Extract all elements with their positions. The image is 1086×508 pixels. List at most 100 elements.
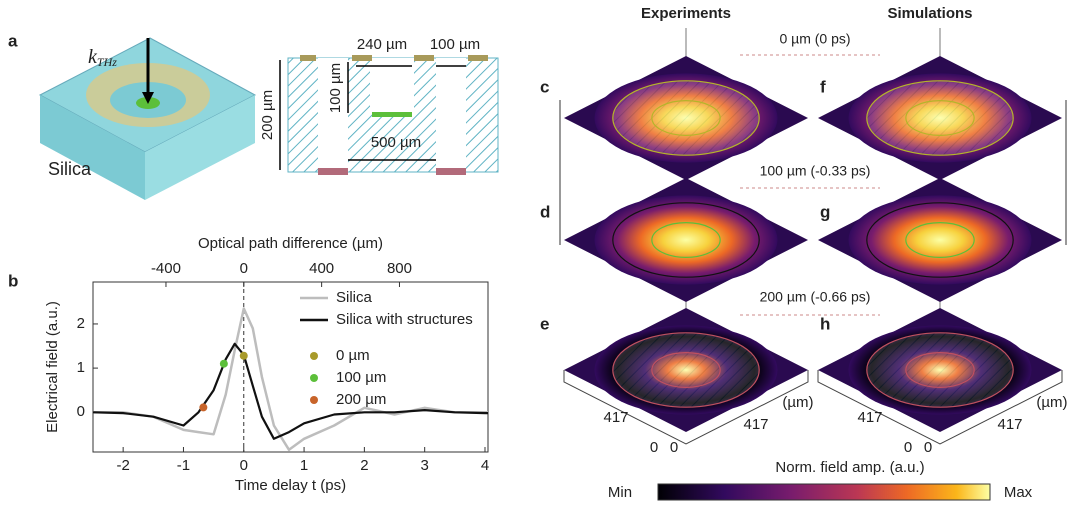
axis-tick: 417 [603, 409, 628, 426]
panel-label: g [820, 202, 830, 221]
pad [468, 55, 488, 61]
k-symbol: k [88, 46, 98, 68]
y-tick-label: 1 [77, 359, 85, 376]
x-axis-label: Time delay t (ps) [235, 477, 346, 494]
dimension-label: 500 µm [371, 134, 421, 151]
structure-outline [866, 332, 1014, 408]
colorbar-max: Max [1004, 484, 1033, 501]
marker-point [239, 351, 248, 360]
pad [414, 55, 434, 61]
panel-label: h [820, 314, 830, 333]
block-side [40, 95, 145, 200]
axis-tick: 0 [924, 439, 932, 456]
k-arrowhead [142, 92, 154, 104]
marker-point [199, 403, 208, 412]
legend-marker [310, 374, 318, 382]
column-title: Simulations [887, 5, 972, 22]
colorbar-title: Norm. field amp. (a.u.) [775, 459, 924, 476]
panel-label: a [8, 31, 18, 50]
x-tick-label: 4 [481, 457, 489, 474]
axis-tick: 0 [904, 439, 912, 456]
structure-outline [866, 80, 1014, 156]
x-tick-label: 3 [421, 457, 429, 474]
axis-frame [563, 370, 809, 445]
pad [372, 112, 412, 117]
schematic: kTHz Silica 240 µm 100 µm 100 µm 200 µm … [38, 36, 499, 200]
y-axis-label: Electrical field (a.u.) [44, 301, 61, 433]
plane-label: 100 µm (-0.33 ps) [760, 163, 871, 179]
structure-outline [866, 202, 1014, 278]
y-tick-label: 2 [77, 315, 85, 332]
series-line [92, 342, 488, 440]
structure-outline [905, 222, 975, 258]
legend-label: 100 µm [336, 369, 386, 386]
legend-label: Silica with structures [336, 311, 473, 328]
legend-marker [310, 396, 318, 404]
field-pattern [848, 195, 1032, 285]
panel-label: b [8, 271, 18, 290]
x2-tick-label: 800 [387, 260, 412, 277]
colorbar-min: Min [608, 484, 632, 501]
column-title: Experiments [641, 5, 731, 22]
axis-tick: 0 [670, 439, 678, 456]
k-subscript: THz [97, 55, 117, 69]
y-tick-label: 0 [77, 403, 85, 420]
axis-tick: 417 [743, 416, 768, 433]
plane-label: 0 µm (0 ps) [779, 31, 850, 47]
marker-point [219, 359, 228, 368]
dimension-label: 100 µm [430, 36, 480, 53]
plane-label: 200 µm (-0.66 ps) [760, 289, 871, 305]
x2-tick-label: 0 [240, 260, 248, 277]
panel-label: f [820, 77, 826, 96]
line-chart: -2 -1 0 1 2 3 4 -400 0 400 800 0 1 2 Time delay t (ps)… [44, 235, 489, 494]
series-line [93, 307, 488, 452]
structure-outline [905, 100, 975, 136]
structure-outline [905, 352, 975, 388]
dimension-label: 100 µm [327, 63, 344, 113]
block-side [145, 95, 255, 200]
pad [318, 168, 348, 175]
plot-frame [92, 281, 489, 453]
k-label: kTHz [88, 46, 117, 69]
material-label: Silica [48, 159, 92, 179]
x-tick-label: 2 [360, 457, 368, 474]
axis-tick: 417 [857, 409, 882, 426]
trench [370, 58, 414, 113]
panel-label: d [540, 202, 550, 221]
panel-label: e [540, 314, 549, 333]
pad [436, 168, 466, 175]
legend-label: 200 µm [336, 391, 386, 408]
axis-tick: 417 [997, 416, 1022, 433]
x2-tick-label: -400 [151, 260, 181, 277]
structure-outline [612, 80, 760, 156]
x-tick-label: -2 [116, 457, 129, 474]
pad [300, 55, 316, 61]
axis-tick: 0 [650, 439, 658, 456]
structure-outline [651, 100, 721, 136]
x-tick-label: 0 [240, 457, 248, 474]
structure-outline [651, 352, 721, 388]
dimension-label: 200 µm [259, 90, 276, 140]
legend-label: 0 µm [336, 347, 370, 364]
field-pattern [594, 195, 778, 285]
x2-axis-label: Optical path difference (µm) [198, 235, 383, 252]
legend-marker [310, 352, 318, 360]
axis-unit: (µm) [1036, 394, 1067, 411]
legend-label: Silica [336, 289, 373, 306]
x-tick-label: -1 [177, 457, 190, 474]
pad [352, 55, 372, 61]
trench [436, 58, 466, 172]
structure-outline [612, 332, 760, 408]
axis-frame [817, 370, 1063, 445]
axis-unit: (µm) [782, 394, 813, 411]
dimension-label: 240 µm [357, 36, 407, 53]
colorbar [657, 483, 991, 501]
x-tick-label: 1 [300, 457, 308, 474]
panel-label: c [540, 77, 549, 96]
structure-outline [651, 222, 721, 258]
trench [318, 58, 348, 172]
structure-outline [612, 202, 760, 278]
x2-tick-label: 400 [309, 260, 334, 277]
